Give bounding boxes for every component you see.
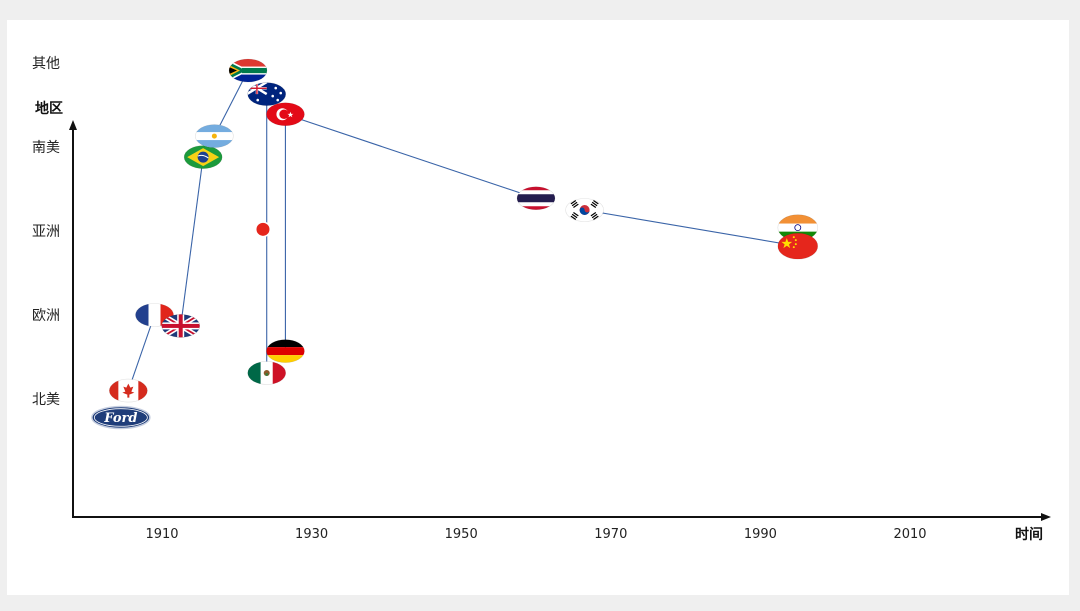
x-tick-label: 1990 — [744, 527, 777, 542]
marker-korea — [565, 198, 604, 222]
chart-card: 地区 时间 北美 欧洲 亚洲 南美 其他 1910 1930 1950 1970 1990 201… — [7, 20, 1069, 595]
x-tick-label: 1950 — [445, 527, 478, 542]
marker-japan — [254, 221, 271, 238]
marker-thailand — [516, 186, 556, 211]
connection-line-korea-china — [584, 209, 798, 247]
x-tick-label: 2010 — [893, 527, 926, 542]
marker-china — [777, 232, 819, 260]
x-tick-labels: 1910 1930 1950 1970 1990 2010 — [145, 527, 926, 542]
y-tick-labels: 北美 欧洲 亚洲 南美 其他 — [32, 56, 60, 408]
x-axis-arrow — [1041, 513, 1051, 521]
ford-logo-text: Ford — [103, 411, 137, 426]
flag-markers: Ford — [91, 58, 819, 430]
y-axis-arrow — [69, 120, 77, 130]
x-tick-label: 1930 — [295, 527, 328, 542]
y-tick-label: 亚洲 — [32, 224, 60, 240]
x-tick-label: 1910 — [145, 527, 178, 542]
marker-canada — [109, 378, 148, 403]
axes — [69, 120, 1051, 521]
y-tick-label: 其他 — [32, 56, 60, 72]
marker-germany — [266, 339, 305, 363]
y-tick-label: 南美 — [32, 140, 60, 156]
marker-mexico — [247, 361, 287, 385]
connection-line-canada-france — [127, 314, 156, 391]
y-axis-title: 地区 — [35, 100, 63, 117]
chart-svg: 地区 时间 北美 欧洲 亚洲 南美 其他 1910 1930 1950 1970 1990 201… — [32, 56, 1051, 543]
marker-ford: Ford — [91, 405, 151, 430]
marker-australia — [247, 82, 287, 106]
connection-line-turkey-thailand — [285, 113, 537, 199]
marker-argentina — [195, 124, 234, 148]
marker-brazil — [183, 145, 223, 169]
y-tick-label: 北美 — [32, 392, 60, 408]
x-tick-label: 1970 — [594, 527, 627, 542]
connection-lines — [127, 70, 798, 391]
marker-south-africa — [228, 58, 268, 83]
x-axis-title: 时间 — [1015, 526, 1043, 543]
marker-turkey — [266, 102, 305, 127]
connection-line-uk-brazil — [180, 157, 204, 326]
y-tick-label: 欧洲 — [32, 308, 60, 324]
